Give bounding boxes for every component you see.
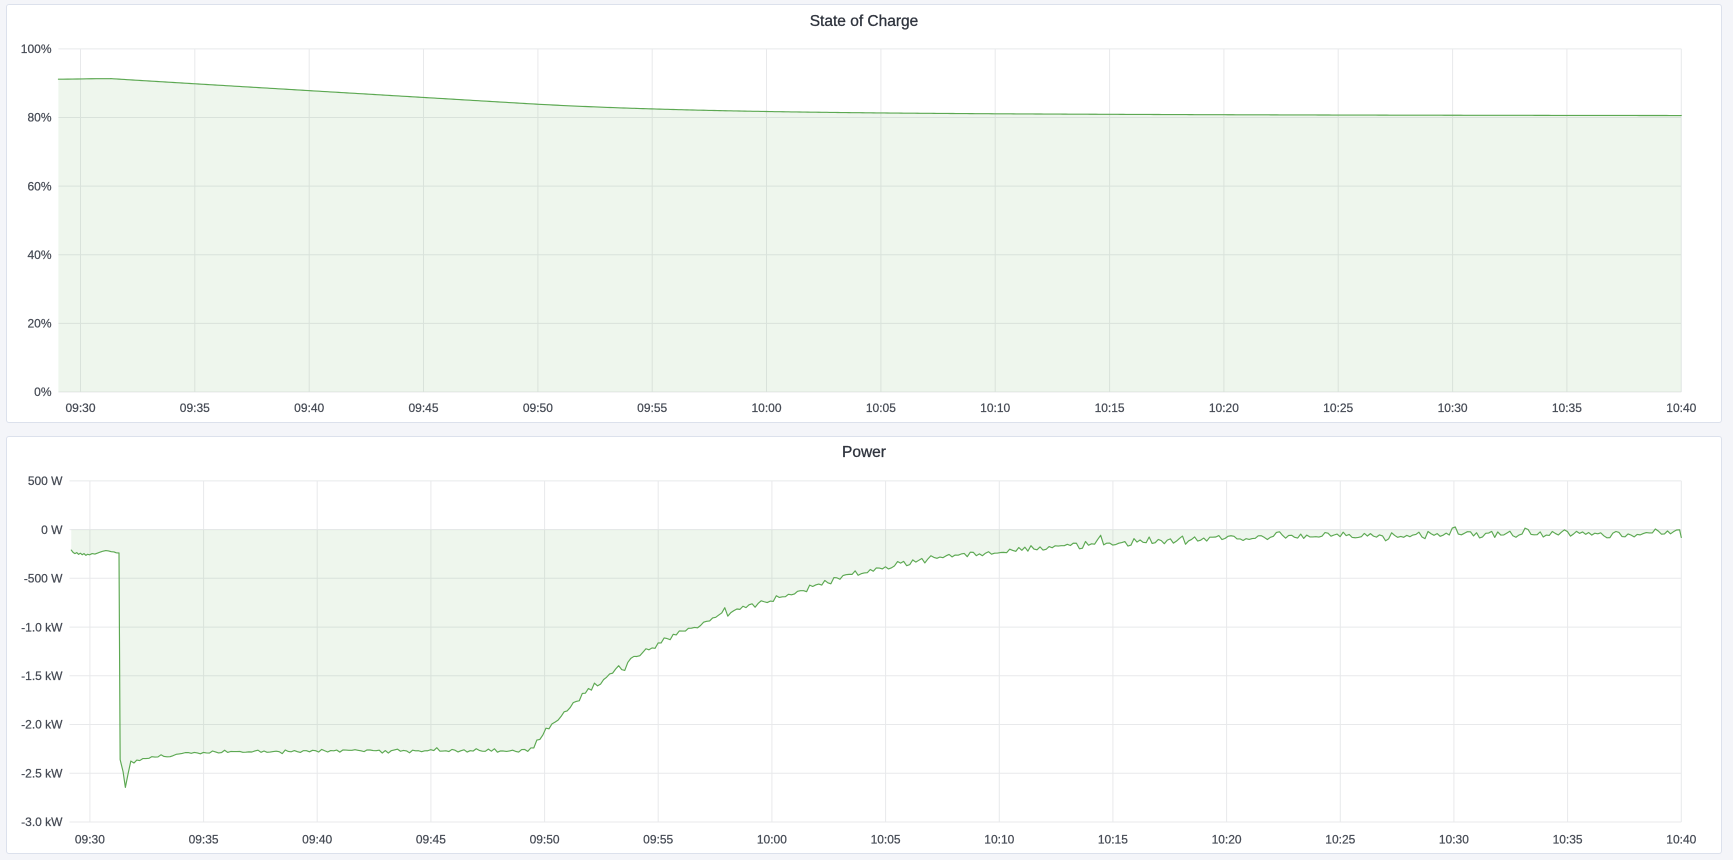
svg-text:0%: 0% bbox=[34, 385, 52, 399]
svg-text:10:10: 10:10 bbox=[984, 833, 1014, 847]
svg-text:10:00: 10:00 bbox=[757, 833, 787, 847]
svg-text:10:15: 10:15 bbox=[1098, 833, 1128, 847]
svg-text:10:40: 10:40 bbox=[1666, 833, 1696, 847]
svg-text:09:50: 09:50 bbox=[530, 833, 560, 847]
svg-text:09:55: 09:55 bbox=[637, 401, 667, 415]
svg-text:-1.0 kW: -1.0 kW bbox=[21, 620, 63, 634]
svg-text:100%: 100% bbox=[21, 42, 52, 56]
svg-text:10:30: 10:30 bbox=[1439, 833, 1469, 847]
svg-text:-2.0 kW: -2.0 kW bbox=[21, 718, 63, 732]
svg-text:0 W: 0 W bbox=[41, 523, 63, 537]
svg-text:-500 W: -500 W bbox=[24, 572, 63, 586]
svg-text:09:30: 09:30 bbox=[75, 833, 105, 847]
svg-text:10:05: 10:05 bbox=[866, 401, 896, 415]
svg-text:09:50: 09:50 bbox=[523, 401, 553, 415]
svg-text:09:35: 09:35 bbox=[189, 833, 219, 847]
svg-text:09:45: 09:45 bbox=[408, 401, 438, 415]
svg-text:10:35: 10:35 bbox=[1553, 833, 1583, 847]
svg-text:10:20: 10:20 bbox=[1212, 833, 1242, 847]
svg-text:10:30: 10:30 bbox=[1438, 401, 1468, 415]
svg-text:500 W: 500 W bbox=[28, 474, 63, 488]
svg-text:09:30: 09:30 bbox=[65, 401, 95, 415]
svg-text:40%: 40% bbox=[27, 248, 51, 262]
svg-text:-1.5 kW: -1.5 kW bbox=[21, 669, 63, 683]
svg-text:10:35: 10:35 bbox=[1552, 401, 1582, 415]
svg-text:60%: 60% bbox=[27, 179, 51, 193]
svg-text:09:40: 09:40 bbox=[302, 833, 332, 847]
svg-text:20%: 20% bbox=[27, 317, 51, 331]
svg-text:10:05: 10:05 bbox=[871, 833, 901, 847]
svg-text:09:35: 09:35 bbox=[180, 401, 210, 415]
svg-text:10:40: 10:40 bbox=[1666, 401, 1696, 415]
svg-text:09:55: 09:55 bbox=[643, 833, 673, 847]
svg-text:10:10: 10:10 bbox=[980, 401, 1010, 415]
svg-text:10:25: 10:25 bbox=[1323, 401, 1353, 415]
svg-text:09:45: 09:45 bbox=[416, 833, 446, 847]
svg-text:09:40: 09:40 bbox=[294, 401, 324, 415]
svg-text:10:20: 10:20 bbox=[1209, 401, 1239, 415]
svg-text:10:25: 10:25 bbox=[1325, 833, 1355, 847]
svg-text:-3.0 kW: -3.0 kW bbox=[21, 815, 63, 829]
svg-text:10:15: 10:15 bbox=[1095, 401, 1125, 415]
svg-text:80%: 80% bbox=[27, 111, 51, 125]
svg-text:10:00: 10:00 bbox=[751, 401, 781, 415]
svg-text:-2.5 kW: -2.5 kW bbox=[21, 767, 63, 781]
